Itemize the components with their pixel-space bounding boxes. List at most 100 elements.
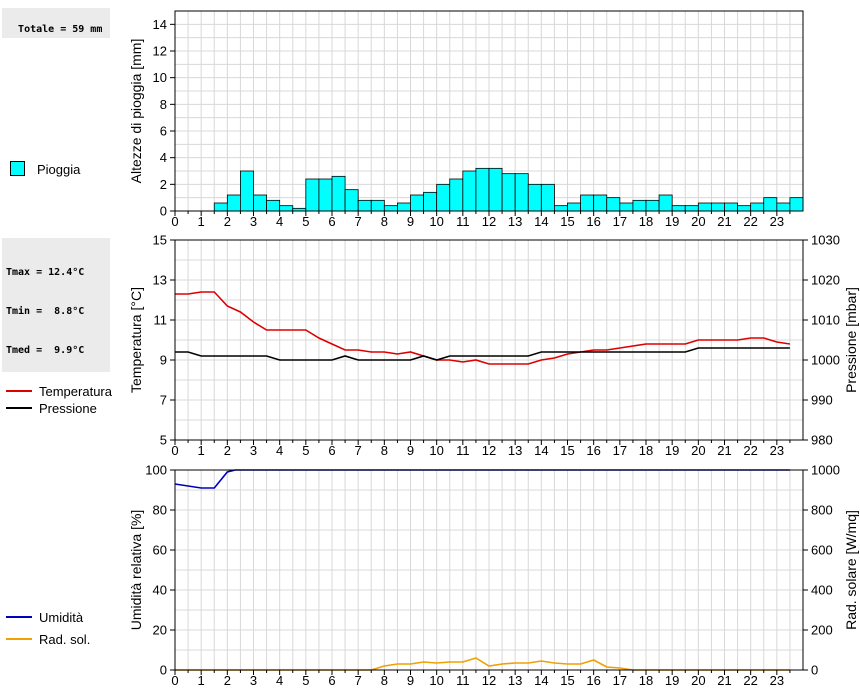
x-tick-label-hum: 4 — [276, 673, 283, 688]
y-tick-label-hum: 40 — [153, 583, 167, 598]
legend-solar-label: Rad. sol. — [39, 632, 91, 647]
x-tick-label-temp: 10 — [429, 443, 443, 458]
x-tick-label-hum: 1 — [198, 673, 205, 688]
rain-bar — [383, 205, 398, 212]
rain-bar — [540, 183, 555, 212]
x-tick-label-rain: 23 — [770, 214, 784, 229]
x-tick-label-rain: 14 — [534, 214, 548, 229]
x-tick-label-temp: 5 — [302, 443, 309, 458]
rain-bar — [475, 167, 490, 212]
legend-temperature: Temperatura — [6, 384, 112, 399]
x-tick-label-temp: 0 — [171, 443, 178, 458]
y-tick-label-temp: 5 — [160, 433, 167, 448]
y-tick-label-hum: 20 — [153, 623, 167, 638]
x-tick-label-hum: 11 — [456, 673, 470, 688]
y-tick-label-hum: 80 — [153, 503, 167, 518]
x-tick-label-hum: 0 — [171, 673, 178, 688]
rain-bar — [501, 173, 516, 212]
y2-tick-label-hum: 0 — [811, 663, 818, 678]
rain-bar — [226, 194, 241, 212]
x-tick-label-temp: 11 — [456, 443, 470, 458]
y-tick-label-rain: 4 — [160, 150, 167, 165]
x-tick-label-temp: 22 — [743, 443, 757, 458]
rain-bar — [527, 183, 542, 212]
y-tick-label-rain: 14 — [153, 17, 167, 32]
rain-bar — [514, 173, 529, 212]
y-axis-label-hum: Umidità relativa [%] — [128, 510, 144, 631]
tmax-text: Tmax = 12.4°C — [6, 267, 85, 278]
rain-bar — [789, 197, 804, 212]
rain-bar — [266, 199, 281, 212]
solar-radiation-line — [175, 657, 790, 671]
x-tick-label-temp: 23 — [770, 443, 784, 458]
x-tick-label-rain: 12 — [482, 214, 496, 229]
rain-bar — [724, 202, 738, 212]
x-tick-label-temp: 17 — [613, 443, 627, 458]
x-tick-label-rain: 1 — [198, 214, 205, 229]
x-tick-label-temp: 21 — [717, 443, 731, 458]
legend-rain-swatch — [10, 161, 25, 176]
legend-solar-line — [6, 638, 32, 640]
rain-bar — [697, 202, 712, 212]
x-tick-label-hum: 7 — [355, 673, 362, 688]
y-tick-label-temp: 9 — [160, 353, 167, 368]
legend-temperature-line — [6, 390, 32, 392]
rain-bar — [279, 205, 294, 212]
x-tick-label-temp: 18 — [639, 443, 653, 458]
temperature-line — [175, 291, 791, 365]
x-tick-label-temp: 3 — [250, 443, 257, 458]
x-tick-label-temp: 9 — [407, 443, 414, 458]
rain-bar — [253, 194, 267, 212]
y-axis-label-temp: Temperatura [°C] — [128, 287, 144, 393]
x-tick-label-hum: 8 — [381, 673, 388, 688]
x-tick-label-rain: 19 — [665, 214, 679, 229]
rain-bar — [684, 205, 699, 212]
rain-bar — [711, 202, 725, 212]
y-tick-label-rain: 8 — [160, 97, 167, 112]
x-tick-label-hum: 20 — [691, 673, 705, 688]
rain-bar — [593, 194, 608, 212]
legend-rain: Pioggia — [10, 161, 80, 177]
x-tick-label-rain: 0 — [171, 214, 178, 229]
x-tick-label-temp: 7 — [355, 443, 362, 458]
x-tick-label-rain: 16 — [586, 214, 600, 229]
rain-bar — [370, 199, 385, 212]
x-tick-label-hum: 15 — [560, 673, 574, 688]
y-axis-label-rain: Altezze di pioggia [mm] — [128, 39, 144, 184]
rain-bar — [397, 202, 411, 212]
rain-bar — [619, 202, 634, 212]
rain-bar — [462, 170, 477, 212]
rain-bar — [423, 191, 438, 212]
x-tick-label-rain: 21 — [717, 214, 731, 229]
y2-axis-label-temp: Pressione [mbar] — [843, 287, 859, 393]
x-tick-label-rain: 11 — [456, 214, 470, 229]
y-tick-label-temp: 11 — [154, 313, 168, 328]
y2-tick-label-hum: 400 — [811, 583, 833, 598]
x-tick-label-rain: 2 — [224, 214, 231, 229]
legend-pressure-line — [6, 407, 32, 409]
legend-humidity-label: Umidità — [39, 610, 84, 625]
x-tick-label-rain: 17 — [613, 214, 627, 229]
y-tick-label-rain: 6 — [160, 124, 167, 139]
x-tick-label-rain: 18 — [639, 214, 653, 229]
x-tick-label-rain: 5 — [302, 214, 309, 229]
y-tick-label-rain: 12 — [153, 44, 167, 59]
rain-bar — [357, 199, 372, 212]
y2-axis-label-hum: Rad. solare [W/mq] — [843, 510, 859, 630]
x-tick-label-hum: 16 — [586, 673, 600, 688]
rain-bar — [331, 175, 346, 212]
x-tick-label-hum: 12 — [482, 673, 496, 688]
x-tick-label-rain: 6 — [328, 214, 335, 229]
legend-pressure: Pressione — [6, 401, 97, 416]
rain-bar — [606, 197, 621, 212]
x-tick-label-temp: 13 — [508, 443, 522, 458]
legend-rain-label: Pioggia — [37, 162, 81, 177]
rain-bar — [737, 205, 752, 212]
y-tick-label-rain: 0 — [160, 204, 167, 219]
legend-pressure-label: Pressione — [39, 401, 97, 416]
y2-tick-label-hum: 1000 — [811, 463, 840, 478]
legend-humidity-line — [6, 616, 32, 618]
tmed-text: Tmed = 9.9°C — [6, 345, 85, 356]
x-tick-label-rain: 15 — [560, 214, 574, 229]
